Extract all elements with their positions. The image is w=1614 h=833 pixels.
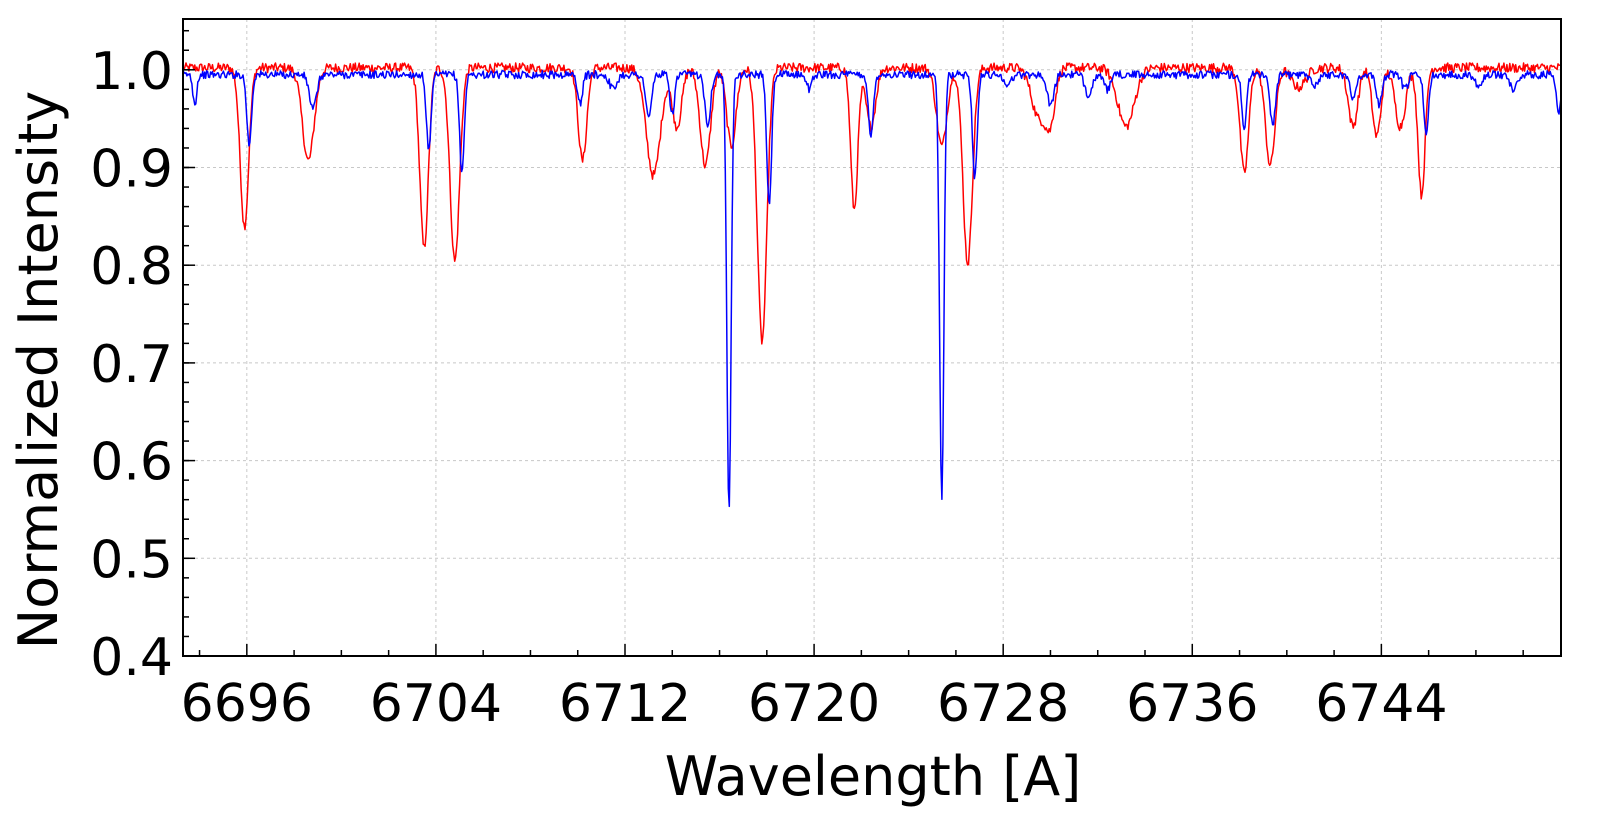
series-layer <box>182 62 1562 508</box>
x-axis-tick-labels: 6696 6704 6712 6720 6728 6736 6744 <box>181 674 1448 734</box>
plot-area <box>183 19 1561 656</box>
x-tick-label: 6704 <box>370 674 502 734</box>
x-tick-label: 6696 <box>181 674 313 734</box>
y-tick-label: 0.9 <box>90 140 173 200</box>
tick-marks <box>183 29 1524 657</box>
x-tick-label: 6712 <box>559 674 691 734</box>
y-tick-label: 0.4 <box>90 628 173 688</box>
y-tick-label: 0.6 <box>90 433 173 493</box>
y-tick-label: 1.0 <box>90 42 173 102</box>
y-tick-label: 0.7 <box>90 335 173 395</box>
x-tick-label: 6744 <box>1315 674 1447 734</box>
y-tick-label: 0.5 <box>90 530 173 590</box>
x-tick-label: 6728 <box>937 674 1069 734</box>
y-tick-label: 0.8 <box>90 237 173 297</box>
x-axis-label: Wavelength [A] <box>665 745 1082 808</box>
y-axis-label: Normalized Intensity <box>7 91 70 649</box>
x-tick-label: 6720 <box>748 674 880 734</box>
series-line-2 <box>182 70 1562 508</box>
plot-frame <box>182 18 1562 657</box>
x-tick-label: 6736 <box>1126 674 1258 734</box>
y-axis-tick-labels: 0.4 0.5 0.6 0.7 0.8 0.9 1.0 <box>90 42 173 688</box>
